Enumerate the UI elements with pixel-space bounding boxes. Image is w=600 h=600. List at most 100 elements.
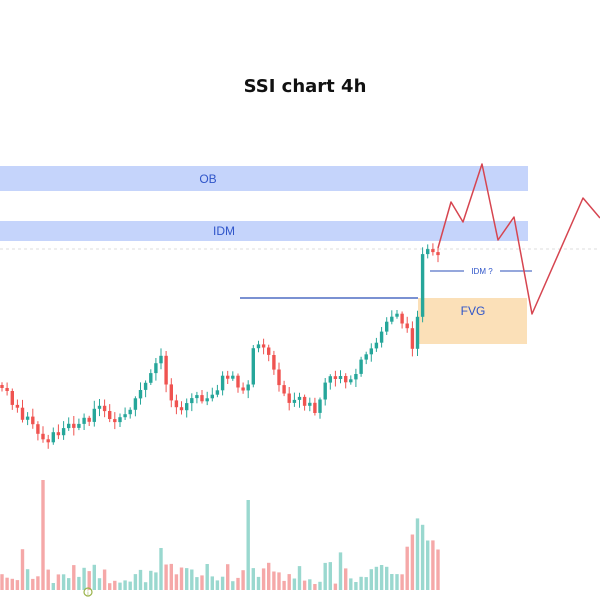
volume-bar — [128, 581, 132, 590]
candle-body — [61, 428, 66, 436]
candle-body — [344, 376, 348, 383]
volume-bar — [67, 578, 71, 590]
volume-bar — [385, 566, 389, 590]
candle-body — [36, 424, 40, 434]
candle-body — [431, 249, 435, 253]
volume-bar — [200, 575, 204, 590]
volume-bar — [169, 563, 173, 590]
volume-bar — [420, 524, 425, 590]
candle-body — [159, 355, 163, 364]
volume-bar — [267, 562, 271, 590]
volume-bar — [123, 580, 127, 590]
candle-body — [77, 423, 81, 428]
candle-body — [369, 348, 373, 355]
idm-zone — [0, 221, 528, 241]
annotations-layer: IDM ? i — [83, 264, 532, 597]
candle-body — [20, 407, 25, 420]
volume-bar — [333, 583, 338, 590]
volume-bar — [5, 577, 9, 590]
candle-body — [328, 376, 332, 383]
volume-bar — [410, 534, 415, 590]
candle-body — [210, 394, 214, 399]
candle-body — [415, 316, 420, 349]
volume-bar — [149, 570, 153, 590]
volume-bar — [374, 566, 379, 590]
info-circle-icon — [83, 587, 93, 597]
candle-body — [123, 414, 127, 418]
volume-bar — [25, 569, 30, 590]
volume-bar — [426, 540, 430, 590]
candle-body — [359, 359, 363, 374]
volume-bar — [108, 583, 112, 590]
volume-bar — [226, 564, 230, 590]
fvg-zone — [418, 298, 527, 344]
projection-layer — [437, 163, 600, 315]
candle-body — [302, 396, 307, 406]
candle-body — [405, 323, 409, 329]
volume-bar — [15, 580, 20, 590]
candle-body — [164, 355, 168, 385]
candle-body — [174, 400, 179, 408]
candle-body — [138, 390, 143, 399]
volume-bar — [323, 562, 327, 590]
volume-bar — [436, 549, 440, 590]
idm-zone-label: IDM — [213, 224, 235, 238]
volume-bar — [277, 572, 281, 590]
candle-body — [72, 423, 76, 428]
candle-body — [179, 407, 184, 411]
candles-layer — [0, 243, 440, 449]
candle-body — [410, 328, 415, 349]
ob-zone — [0, 166, 528, 191]
candle-body — [282, 385, 286, 394]
candle-body — [318, 399, 322, 413]
info-circle-icon-glyph: i — [87, 590, 89, 597]
candle-body — [31, 416, 35, 425]
volume-bar — [210, 576, 214, 590]
candle-body — [272, 355, 276, 370]
candle-body — [195, 395, 199, 399]
candle-body — [46, 439, 50, 443]
candle-body — [374, 342, 379, 349]
projected-price-path — [437, 163, 600, 315]
candle-body — [385, 321, 389, 332]
volume-bar — [344, 568, 348, 590]
candle-body — [67, 423, 71, 429]
volume-bar — [431, 540, 435, 590]
candle-body — [349, 379, 353, 383]
volume-bar — [77, 576, 81, 590]
volume-bar — [82, 567, 86, 590]
candle-body — [97, 405, 102, 409]
candle-body — [256, 344, 261, 349]
volume-bar — [364, 577, 368, 590]
candle-body — [426, 249, 430, 255]
volume-bar — [379, 565, 384, 590]
candle-body — [246, 384, 250, 391]
candle-body — [108, 411, 112, 419]
candle-body — [395, 313, 399, 317]
volume-bar — [256, 576, 261, 590]
volume-bar — [133, 574, 138, 590]
volume-bar — [354, 582, 358, 590]
idm-question-label: IDM ? — [471, 267, 493, 276]
volume-bar — [36, 576, 40, 590]
candle-body — [118, 417, 122, 423]
volume-bar — [31, 578, 35, 590]
candle-body — [51, 432, 55, 443]
volume-bar — [302, 580, 307, 590]
candle-body — [5, 388, 9, 391]
candle-body — [354, 374, 358, 380]
volume-bar — [56, 574, 61, 590]
volume-bar — [405, 546, 409, 590]
volume-bar — [395, 574, 399, 590]
volume-bar — [400, 574, 404, 590]
candle-body — [231, 375, 235, 379]
volume-bar — [338, 552, 343, 590]
candle-body — [0, 385, 4, 388]
candle-body — [215, 390, 220, 395]
candle-body — [169, 384, 173, 401]
volume-bar — [297, 566, 302, 590]
volume-bar — [272, 571, 276, 590]
candle-body — [205, 398, 209, 402]
volume-bar — [220, 576, 225, 590]
volume-bar — [261, 568, 266, 590]
